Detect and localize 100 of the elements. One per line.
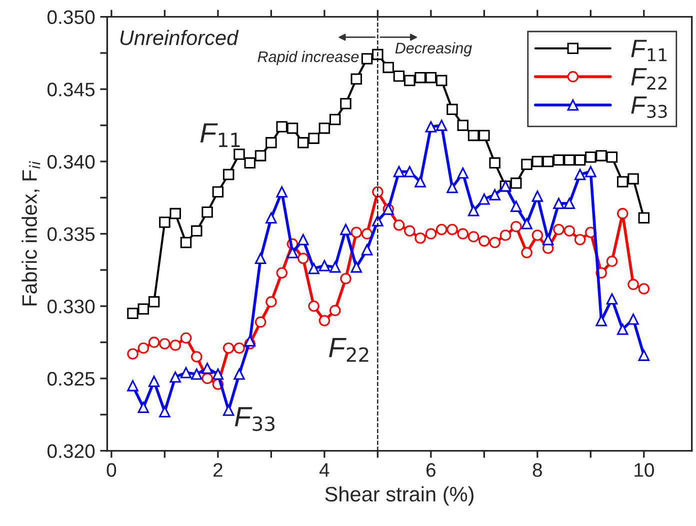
- point: [510, 178, 522, 189]
- point: [553, 224, 564, 236]
- point: [329, 304, 341, 316]
- point: [616, 324, 628, 335]
- point: [266, 296, 277, 308]
- point: [489, 236, 500, 248]
- point: [298, 252, 309, 264]
- point: [574, 168, 586, 180]
- point: [489, 189, 500, 200]
- point: [361, 53, 373, 64]
- y-tick-label: 0.320: [47, 444, 95, 458]
- point: [191, 225, 202, 237]
- point: [436, 120, 448, 131]
- point: [574, 154, 586, 166]
- point: [606, 256, 618, 267]
- point: [148, 336, 160, 348]
- point: [254, 252, 266, 264]
- x-tick-label: 6: [426, 463, 436, 477]
- point: [532, 190, 544, 202]
- point: [414, 72, 426, 84]
- point: [222, 342, 234, 354]
- annotation: F$_{22}$: [329, 338, 368, 362]
- point: [457, 120, 468, 131]
- point: [276, 186, 288, 198]
- point: [234, 368, 245, 380]
- point: [361, 244, 373, 256]
- point: [254, 150, 266, 162]
- point: [574, 234, 586, 246]
- point: [244, 157, 256, 169]
- point: [404, 166, 416, 178]
- point: [148, 376, 160, 387]
- point: [596, 150, 607, 162]
- point: [170, 208, 181, 220]
- point: [276, 267, 288, 278]
- point: [468, 205, 480, 216]
- point: [628, 278, 639, 290]
- point: [564, 154, 575, 166]
- x-tick-label: 0: [106, 463, 116, 477]
- annotation: Rapid increase: [258, 50, 359, 66]
- point: [266, 212, 277, 224]
- point: [446, 182, 458, 194]
- point: [425, 228, 437, 240]
- point: [318, 122, 330, 134]
- point: [382, 62, 394, 74]
- point: [127, 380, 138, 392]
- point: [564, 225, 575, 237]
- point: [234, 342, 245, 354]
- point: [318, 260, 330, 272]
- point: [468, 130, 480, 142]
- point: [616, 208, 628, 220]
- point: [393, 220, 405, 231]
- point: [159, 216, 170, 228]
- x-tick-label: 10: [634, 463, 654, 477]
- point: [425, 121, 437, 132]
- point: [254, 316, 266, 328]
- point: [446, 104, 458, 116]
- y-tick-label: 0.330: [47, 300, 95, 314]
- point: [159, 406, 170, 418]
- y-tick-label: 0.350: [47, 10, 95, 24]
- x-tick-label: 4: [319, 463, 330, 477]
- point: [404, 225, 416, 237]
- point: [340, 273, 352, 284]
- point: [436, 224, 448, 236]
- point: [585, 152, 596, 163]
- point: [180, 332, 192, 344]
- point: [340, 98, 352, 110]
- point: [521, 218, 532, 230]
- point: [638, 350, 650, 361]
- point: [234, 148, 245, 160]
- point: [212, 186, 224, 198]
- point: [446, 224, 458, 236]
- point: [478, 235, 490, 247]
- point: [329, 261, 341, 273]
- point: [318, 314, 330, 326]
- point: [457, 167, 468, 179]
- point: [425, 72, 437, 84]
- point: [276, 121, 288, 132]
- point: [191, 368, 202, 380]
- point: [329, 114, 341, 126]
- point: [170, 340, 181, 351]
- point: [170, 371, 181, 383]
- point: [298, 234, 309, 246]
- point: [564, 198, 575, 210]
- point: [606, 293, 618, 305]
- point: [350, 226, 362, 238]
- y-axis-title: Fabric index, F$_{ii}$: [22, 161, 40, 306]
- point: [372, 186, 384, 198]
- point: [266, 137, 277, 148]
- point: [542, 156, 554, 168]
- point: [457, 228, 468, 240]
- point: [244, 335, 256, 346]
- point: [180, 367, 192, 378]
- point: [478, 130, 490, 142]
- point: [468, 231, 480, 242]
- annotation: F$_{33}$: [234, 407, 274, 432]
- point: [606, 152, 618, 163]
- point: [159, 338, 170, 350]
- point: [202, 206, 213, 218]
- y-tick-label: 0.325: [47, 372, 95, 386]
- point: [521, 246, 532, 258]
